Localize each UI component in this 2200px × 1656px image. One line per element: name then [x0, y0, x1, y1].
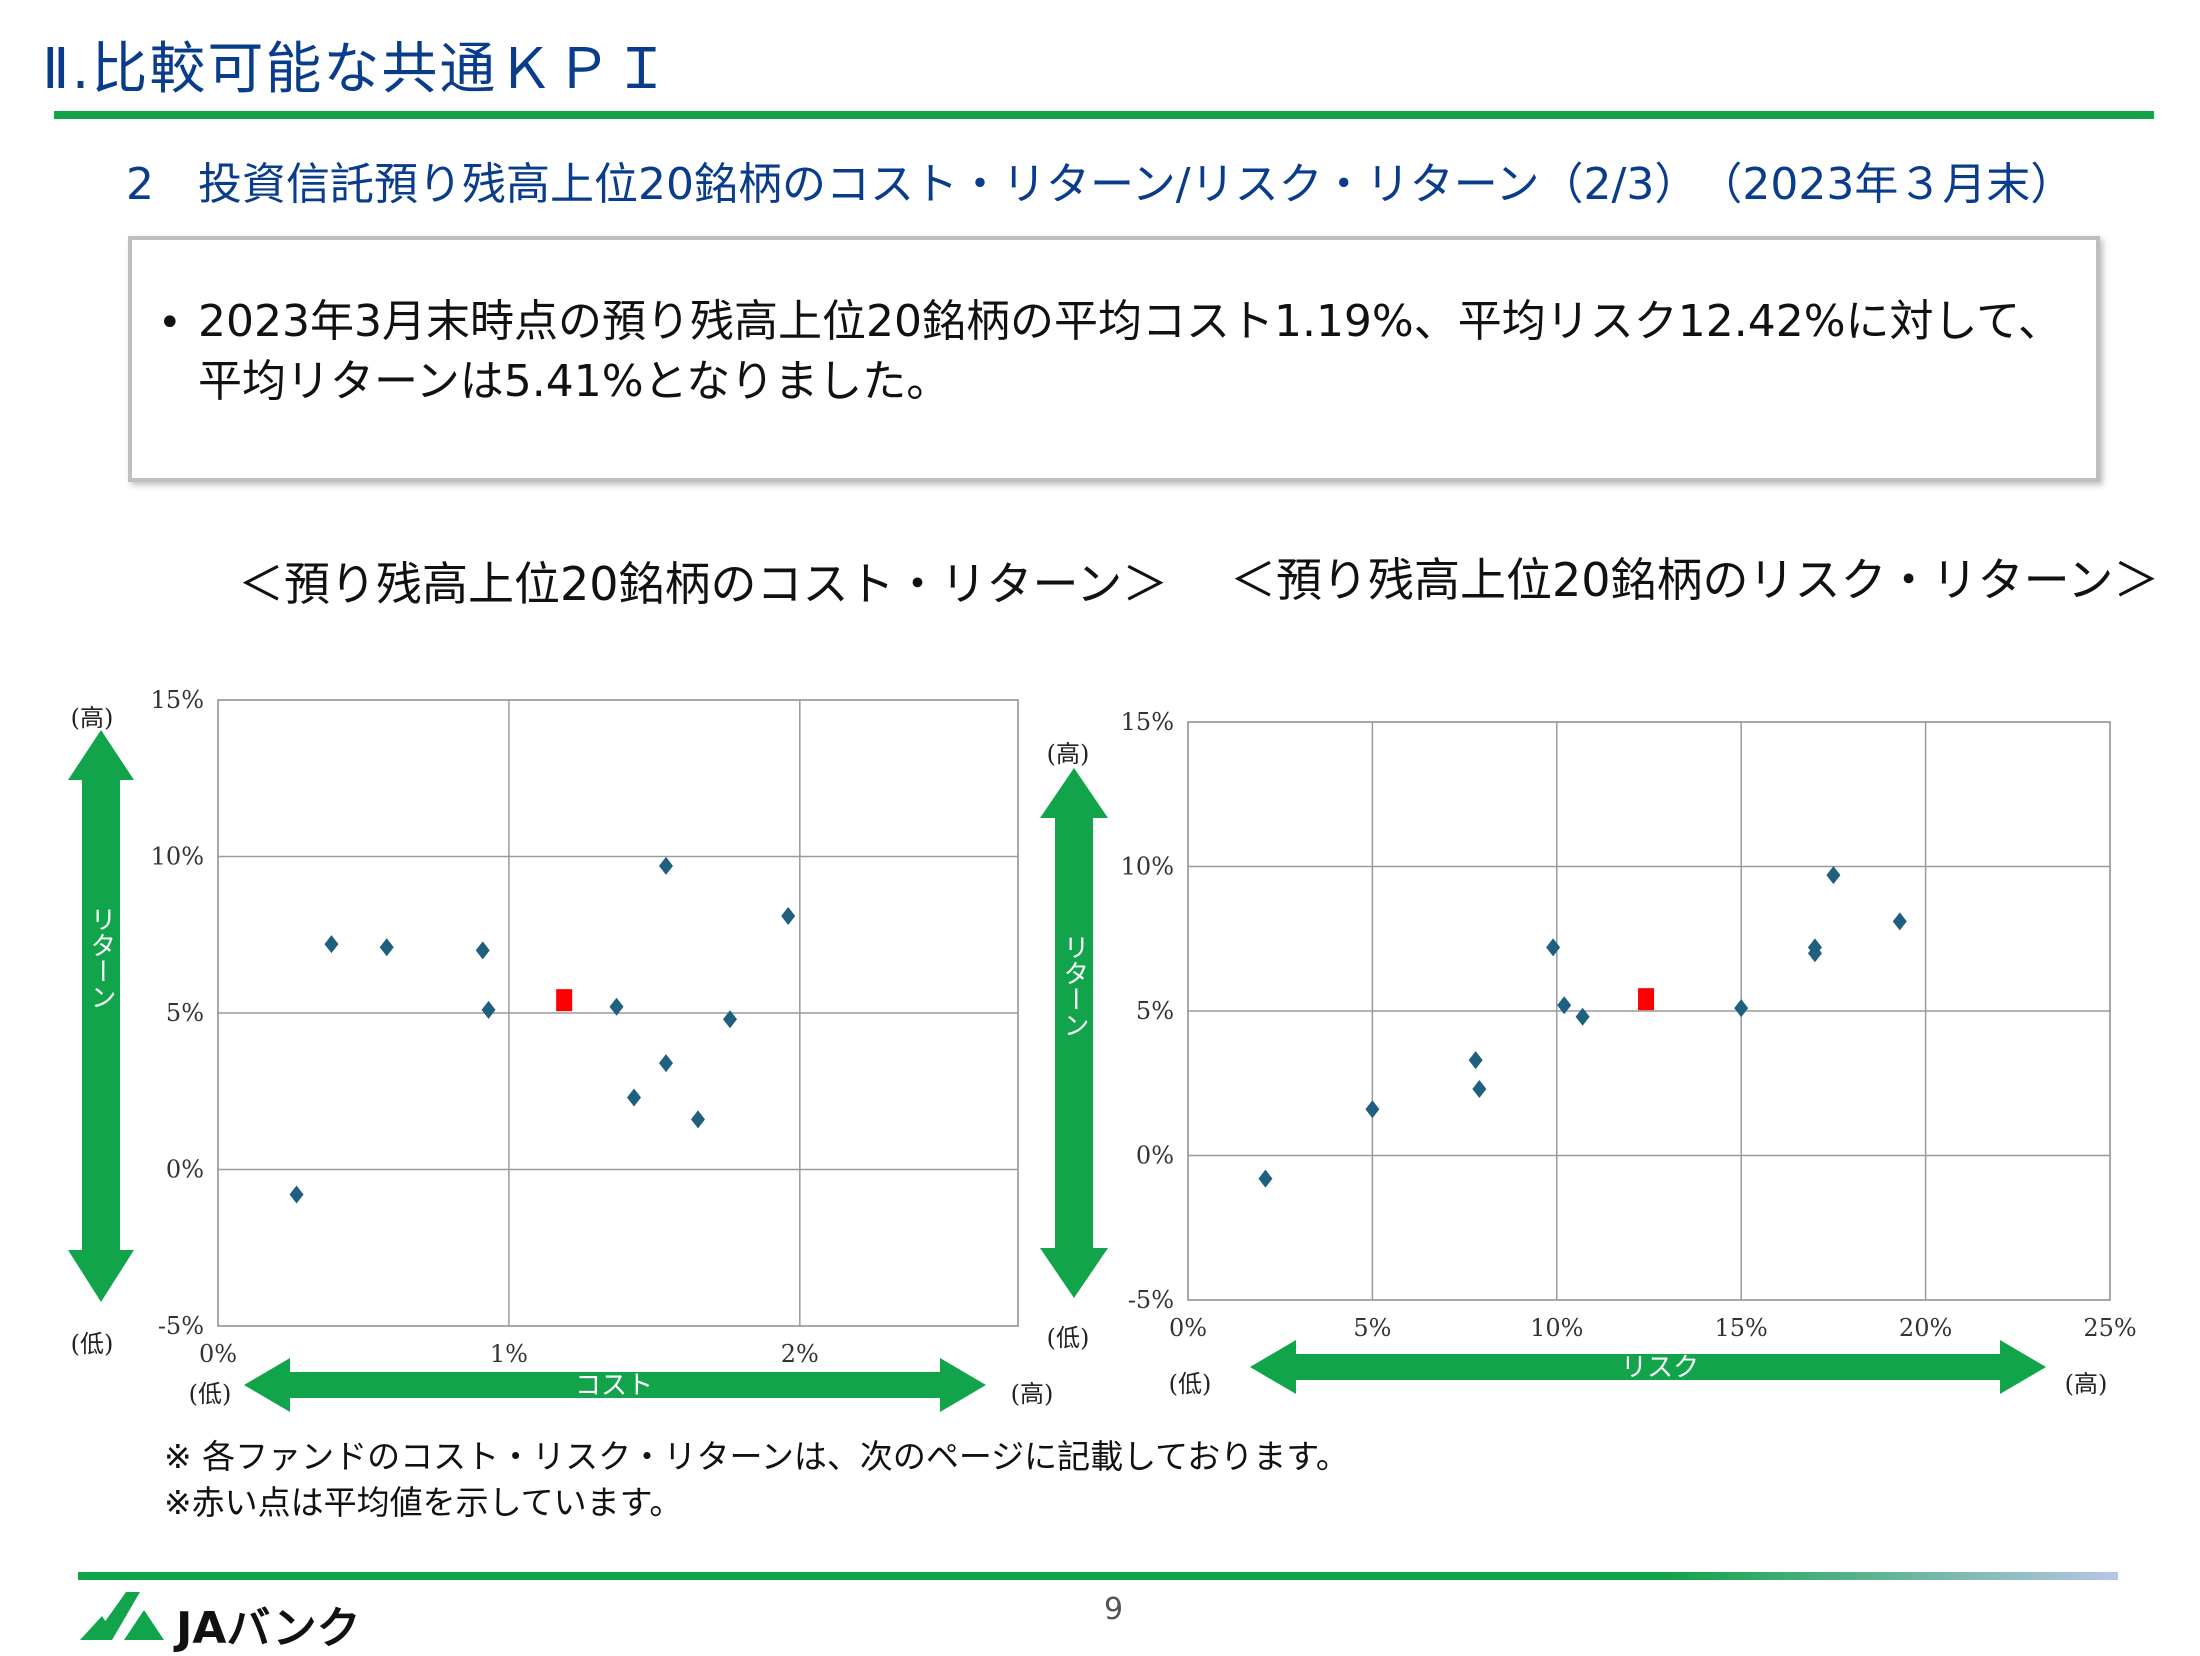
high-label: (高): [71, 704, 114, 732]
fund-data-point: [475, 941, 490, 960]
risk-arrow-label: リスク: [1621, 1353, 1699, 1383]
fund-data-point: [1826, 866, 1841, 885]
cost-return-chart-title: ＜預り残高上位20銘柄のコスト・リターン＞: [238, 557, 1169, 611]
return-axis-arrow: [68, 730, 134, 1302]
cost-return-chart: -5%0%5%10%15% 0% 1% 2% リターン (高) (低) コスト (低…: [68, 686, 1053, 1412]
fund-data-point: [691, 1110, 705, 1129]
x-tick-label: 0%: [1169, 1314, 1207, 1342]
x-tick-label: 0%: [199, 1340, 237, 1368]
risk-return-chart: -5%0%5%10%15% 0% 5% 10% 15% 20% 25% リターン (高) …: [1040, 708, 2137, 1398]
fund-data-point: [609, 997, 624, 1016]
low-label: (低): [71, 1330, 114, 1358]
y-tick-label: 15%: [151, 686, 204, 714]
high-label: (高): [2065, 1370, 2108, 1398]
logo-text: JAバンク: [176, 1603, 361, 1654]
return-arrow-label: リターン: [1059, 934, 1089, 1038]
low-label: (低): [189, 1380, 232, 1408]
summary-text: 2023年3月末時点の預り残高上位20銘柄の平均コスト1.19%、平均リスク12…: [198, 296, 2062, 407]
fund-data-point: [1892, 912, 1907, 931]
fund-data-point: [781, 906, 796, 925]
section-subtitle: 2 投資信託預り残高上位20銘柄のコスト・リターン/リスク・リターン（2/3） …: [126, 159, 2075, 210]
fund-data-point: [1546, 938, 1561, 957]
y-tick-label: -5%: [158, 1312, 204, 1340]
x-tick-label: 25%: [2083, 1314, 2136, 1342]
fund-data-point: [481, 1000, 496, 1019]
y-tick-label: 5%: [1136, 997, 1174, 1025]
fund-data-point: [289, 1185, 304, 1204]
x-tick-label: 15%: [1715, 1314, 1768, 1342]
x-tick-labels: 0% 5% 10% 15% 20% 25%: [1169, 1314, 2137, 1342]
x-tick-labels: 0% 1% 2%: [199, 1340, 819, 1368]
y-tick-label: 10%: [151, 843, 204, 871]
data-points: [1258, 866, 1907, 1188]
y-tick-label: 0%: [166, 1156, 204, 1184]
x-tick-label: 5%: [1353, 1314, 1391, 1342]
fund-data-point: [1472, 1080, 1487, 1099]
footer-divider: [78, 1572, 2118, 1580]
average-data-point: [556, 989, 573, 1012]
fund-data-point: [1468, 1051, 1483, 1070]
title-divider: [54, 111, 2154, 119]
x-tick-label: 20%: [1899, 1314, 1952, 1342]
fund-data-point: [1734, 999, 1749, 1018]
y-tick-label: -5%: [1128, 1286, 1174, 1314]
footnote-average-marker: ※赤い点は平均値を示しています。: [164, 1483, 683, 1522]
fund-data-point: [1807, 938, 1822, 957]
average-data-point: [1638, 988, 1655, 1011]
summary-box: • 2023年3月末時点の預り残高上位20銘柄の平均コスト1.19%、平均リスク…: [128, 236, 2100, 482]
return-arrow-label: リターン: [86, 906, 116, 1010]
fund-data-point: [723, 1010, 737, 1029]
x-tick-label: 1%: [490, 1340, 528, 1368]
high-label: (高): [1011, 1380, 1054, 1408]
x-tick-label: 2%: [781, 1340, 819, 1368]
y-tick-label: 15%: [1121, 708, 1174, 736]
ja-bank-logo: [80, 1592, 164, 1640]
y-tick-labels: -5% 0% 5% 10% 15%: [1121, 708, 1174, 1314]
x-tick-label: 10%: [1530, 1314, 1583, 1342]
bullet-mark: •: [158, 300, 182, 346]
high-label: (高): [1047, 740, 1090, 768]
risk-axis-arrow: [1250, 1340, 2046, 1394]
fund-data-point: [659, 856, 673, 875]
fund-data-point: [379, 938, 394, 957]
low-label: (低): [1169, 1370, 1212, 1398]
return-axis-arrow: [1040, 768, 1108, 1298]
low-label: (低): [1047, 1324, 1090, 1352]
fund-data-point: [1258, 1169, 1273, 1188]
fund-data-point: [627, 1088, 641, 1107]
fund-data-point: [1365, 1100, 1380, 1119]
slide-title: Ⅱ.比較可能な共通ＫＰＩ: [42, 37, 672, 102]
fund-data-point: [324, 935, 339, 954]
footnote-fund-details: ※ 各ファンドのコスト・リスク・リターンは、次のページに記載しております。: [164, 1437, 1349, 1476]
y-tick-labels: -5% 0% 5% 10% 15%: [151, 686, 204, 1340]
y-tick-label: 5%: [166, 999, 204, 1027]
page-number: 9: [1104, 1592, 1124, 1627]
fund-data-point: [1575, 1007, 1590, 1026]
fund-data-point: [1557, 996, 1572, 1015]
risk-return-chart-title: ＜預り残高上位20銘柄のリスク・リターン＞: [1230, 553, 2160, 607]
fund-data-point: [659, 1054, 673, 1073]
data-points: [289, 856, 796, 1204]
y-tick-label: 10%: [1121, 853, 1174, 881]
cost-axis-arrow: [244, 1358, 986, 1412]
cost-arrow-label: コスト: [575, 1371, 653, 1401]
y-tick-label: 0%: [1136, 1142, 1174, 1170]
